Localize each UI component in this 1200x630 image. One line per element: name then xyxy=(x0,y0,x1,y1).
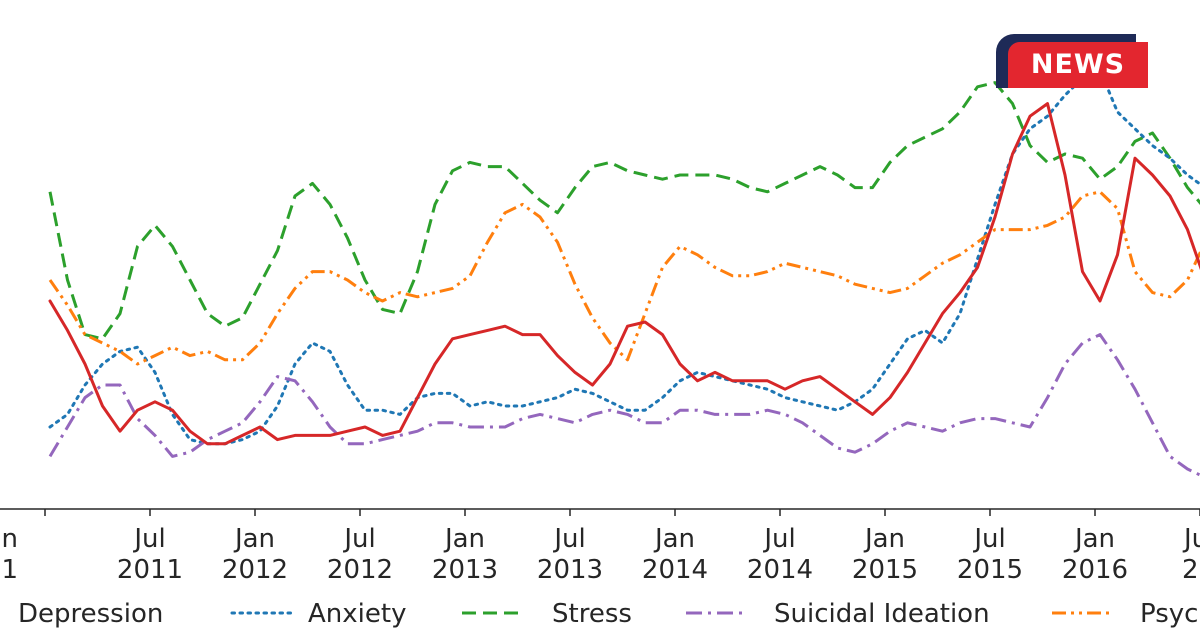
x-tick-label-month: Jul xyxy=(762,524,795,554)
x-tick-label-year: 11 xyxy=(0,555,18,585)
series-line-stress xyxy=(48,81,1200,341)
series-layer xyxy=(48,68,1200,477)
series-line-anxiety xyxy=(48,68,1200,446)
x-tick-label-year: 2011 xyxy=(117,555,183,585)
x-tick-label-month: Jul xyxy=(342,524,375,554)
x-tick-label-month: Jan xyxy=(863,524,905,554)
x-tick-label-month: Jan xyxy=(443,524,485,554)
news-badge-label: NEWS xyxy=(1008,42,1148,88)
x-tick-label-month: n xyxy=(2,524,18,554)
series-line-suicidal-ideation xyxy=(48,333,1200,477)
x-tick-label-month: Jan xyxy=(653,524,695,554)
x-tick-label-year: 2013 xyxy=(537,555,603,585)
x-tick-label-year: 2015 xyxy=(852,555,918,585)
legend-label-depression: Depression xyxy=(18,599,163,629)
series-line-psychosis xyxy=(48,190,1200,366)
legend-label-suicidal-ideation: Suicidal Ideation xyxy=(774,599,990,629)
x-tick-label-year: 2014 xyxy=(747,555,813,585)
legend: Depression Anxiety Stress Suicidal Ideation… xyxy=(18,599,1198,629)
series-line-depression xyxy=(48,102,1200,446)
x-tick-label-month: Jul xyxy=(972,524,1005,554)
x-tick-label-year: 2012 xyxy=(222,555,288,585)
x-tick-label-month: Ju xyxy=(1182,524,1200,554)
news-badge: NEWS xyxy=(996,34,1148,90)
x-tick-label-year: 2012 xyxy=(327,555,393,585)
legend-label-stress: Stress xyxy=(552,599,632,629)
x-tick-label-month: Jul xyxy=(552,524,585,554)
x-tick-label-month: Jan xyxy=(1073,524,1115,554)
x-tick-label-month: Jul xyxy=(132,524,165,554)
x-tick-label-year: 20 xyxy=(1182,555,1200,585)
x-tick-label-year: 2013 xyxy=(432,555,498,585)
x-tick-label-year: 2014 xyxy=(642,555,708,585)
x-tick-label-year: 2016 xyxy=(1062,555,1128,585)
legend-label-psychosis: Psyc xyxy=(1140,599,1198,629)
x-tick-label-month: Jan xyxy=(233,524,275,554)
x-axis-ticks: n11Jul2011Jan2012Jul2012Jan2013Jul2013Ja… xyxy=(0,509,1200,585)
x-tick-label-year: 2015 xyxy=(957,555,1023,585)
legend-label-anxiety: Anxiety xyxy=(308,599,406,629)
